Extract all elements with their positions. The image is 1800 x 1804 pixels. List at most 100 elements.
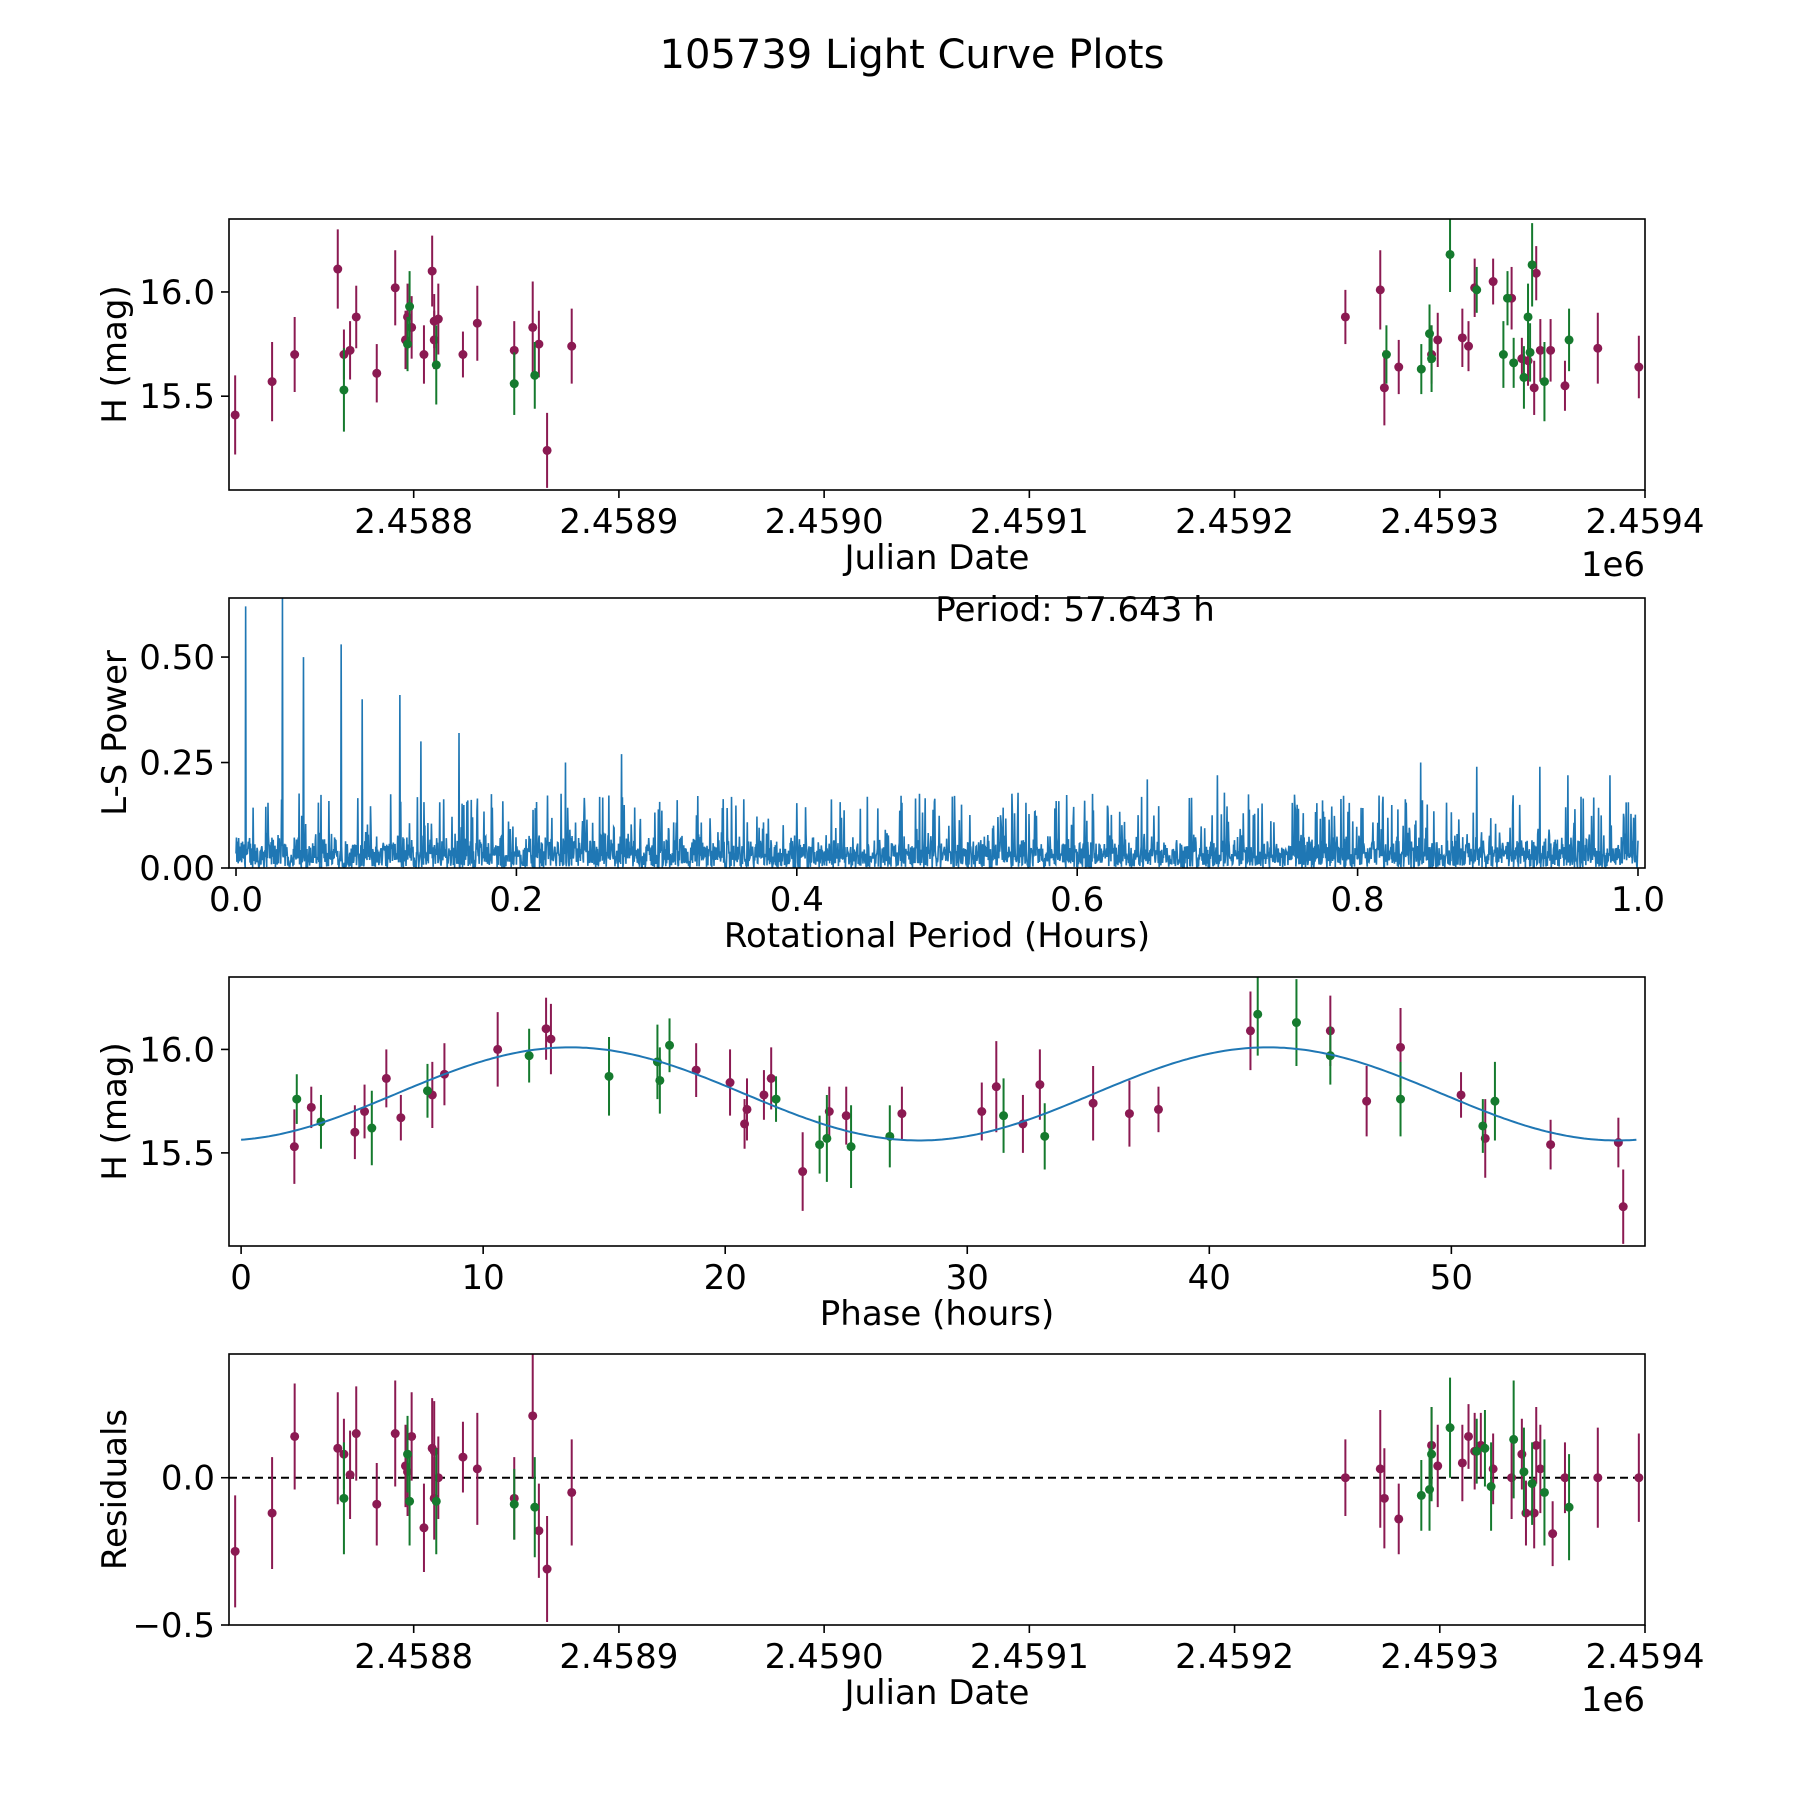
data-point [405, 1496, 415, 1506]
data-point [339, 385, 349, 395]
data-point [333, 264, 343, 274]
y-axis-label: H (mag) [95, 285, 135, 423]
data-point [289, 1142, 299, 1152]
data-point [1613, 1138, 1623, 1148]
x-tick-label: 2.4591 [970, 1637, 1089, 1677]
data-point [407, 1431, 417, 1441]
x-tick-label: 1.0 [1611, 880, 1665, 920]
x-tick-label: 2.4589 [559, 1637, 678, 1677]
data-point [290, 350, 300, 359]
data-point [345, 1470, 355, 1480]
model-fit-curve [241, 1046, 1637, 1142]
data-point [798, 1167, 808, 1177]
x-tick-label: 2.4592 [1175, 1637, 1294, 1677]
data-point [534, 1526, 544, 1536]
y-tick-label: 0.50 [139, 638, 215, 678]
data-point [1560, 1473, 1570, 1483]
panel-lc: 2.4588 2.4589 2.4590 2.4591 2.4592 2.4593 2.45… [95, 218, 1704, 585]
data-point [1478, 1121, 1488, 1131]
x-axis-label: Julian Date [843, 1673, 1030, 1713]
data-point [542, 1564, 552, 1574]
data-point [345, 345, 355, 355]
data-point [367, 1123, 377, 1133]
data-point [1433, 335, 1443, 345]
data-point [1245, 1026, 1255, 1036]
data-point [1445, 249, 1455, 259]
data-point [1396, 1042, 1406, 1052]
y-tick-label: 0.25 [139, 744, 215, 784]
data-point [567, 1487, 577, 1497]
data-point [431, 360, 441, 370]
data-point [897, 1109, 907, 1119]
data-point [381, 1073, 391, 1083]
data-point [1509, 358, 1519, 368]
data-point [472, 318, 482, 328]
data-point [1488, 277, 1498, 287]
x-tick-label: 30 [946, 1258, 989, 1298]
data-point [1509, 1434, 1519, 1444]
plot-area [241, 977, 1637, 1244]
data-point [1381, 350, 1391, 359]
data-point [422, 1086, 432, 1096]
data-point [1427, 354, 1437, 364]
data-point [1464, 1431, 1474, 1441]
data-point [1618, 1202, 1628, 1212]
data-point [1362, 1096, 1372, 1106]
y-tick-label: 0.0 [161, 1459, 215, 1499]
data-point [333, 1443, 343, 1453]
data-point [1539, 377, 1549, 387]
data-point [1593, 343, 1603, 353]
data-point [433, 1473, 443, 1483]
data-point [1507, 1473, 1517, 1483]
data-point [1394, 1514, 1404, 1524]
data-point [493, 1044, 503, 1054]
data-point [1527, 260, 1537, 270]
x-tick-label: 0.2 [489, 880, 543, 920]
data-point [509, 379, 519, 389]
panel-phase: 0 10 20 30 40 50 15.5 16.0 Phase (hours) H (mag) [95, 976, 1646, 1334]
data-point [1480, 1443, 1490, 1453]
data-point [1040, 1131, 1050, 1141]
data-point [541, 1024, 551, 1034]
x-tick-label: 2.4593 [1380, 1637, 1499, 1677]
data-point [846, 1142, 856, 1152]
data-point [350, 1127, 360, 1137]
data-point [766, 1073, 776, 1083]
data-point [530, 1502, 540, 1512]
data-point [771, 1094, 781, 1104]
plot-area [230, 219, 1644, 488]
data-point [1527, 1479, 1537, 1489]
data-point [1535, 1464, 1545, 1474]
x-tick-label: 50 [1430, 1258, 1473, 1298]
data-point [1457, 333, 1467, 343]
data-point [1375, 285, 1385, 295]
data-point [1124, 1109, 1134, 1119]
data-point [759, 1090, 769, 1100]
data-point [1488, 1464, 1498, 1474]
data-point [1153, 1104, 1163, 1114]
data-point [822, 1133, 832, 1143]
x-offset-label: 1e6 [1581, 545, 1645, 585]
data-point [472, 1464, 482, 1474]
data-point [1379, 1493, 1389, 1503]
data-point [546, 1034, 556, 1044]
data-point [433, 314, 443, 324]
x-tick-label: 0.6 [1050, 880, 1104, 920]
data-point [419, 1523, 429, 1533]
data-point [360, 1107, 370, 1116]
data-point [403, 339, 413, 349]
y-tick-label: 16.0 [139, 1030, 215, 1070]
y-axis-label: L-S Power [95, 650, 135, 816]
x-tick-label: 0.4 [770, 880, 824, 920]
data-point [1425, 1485, 1435, 1494]
x-tick-label: 2.4592 [1175, 502, 1294, 542]
data-point [1445, 1423, 1455, 1433]
y-axis-label: Residuals [95, 1409, 135, 1570]
data-point [567, 341, 577, 351]
data-point [230, 410, 240, 420]
data-point [290, 1431, 300, 1441]
x-offset-label: 1e6 [1581, 1680, 1645, 1720]
data-point [1498, 350, 1508, 359]
